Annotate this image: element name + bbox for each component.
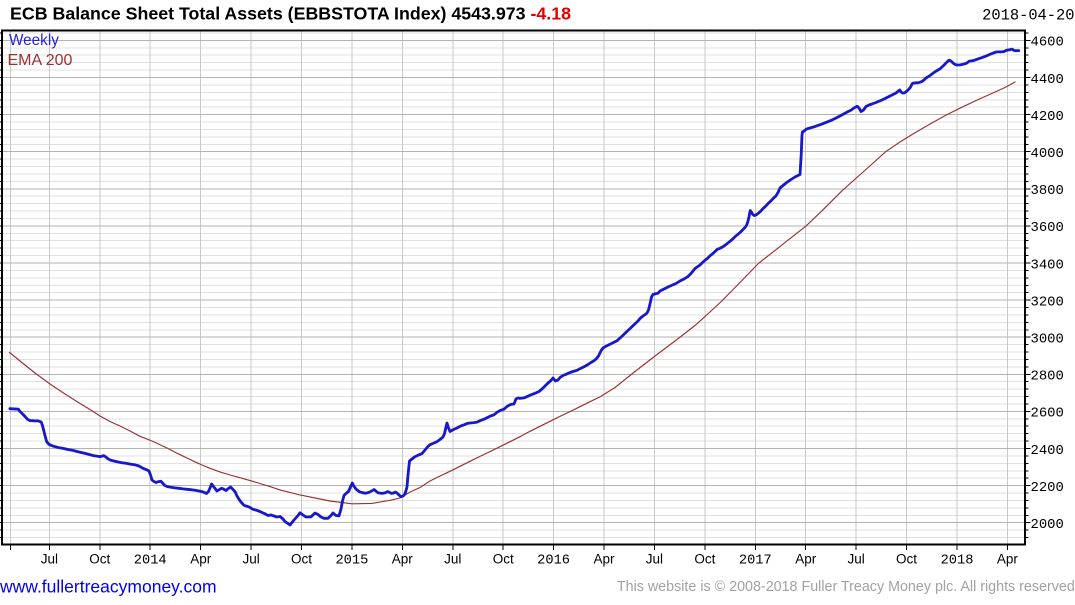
svg-text:2200: 2200	[1031, 480, 1064, 496]
svg-text:2400: 2400	[1031, 443, 1064, 459]
svg-text:Oct: Oct	[493, 552, 514, 567]
svg-text:2018: 2018	[941, 554, 974, 569]
svg-text:Apr: Apr	[795, 552, 817, 567]
svg-text:2600: 2600	[1031, 406, 1064, 422]
svg-text:4000: 4000	[1031, 146, 1064, 162]
svg-text:Apr: Apr	[190, 552, 212, 567]
svg-text:3000: 3000	[1031, 332, 1064, 348]
svg-text:Apr: Apr	[997, 552, 1019, 567]
svg-text:Apr: Apr	[593, 552, 615, 567]
svg-text:Jul: Jul	[242, 552, 259, 567]
svg-text:4200: 4200	[1031, 109, 1064, 125]
svg-text:Weekly: Weekly	[9, 32, 59, 49]
svg-text:Oct: Oct	[694, 552, 715, 567]
svg-text:Jul: Jul	[847, 552, 864, 567]
svg-text:EMA 200: EMA 200	[8, 52, 73, 69]
svg-text:4400: 4400	[1031, 72, 1064, 88]
svg-text:www.fullertreacymoney.com: www.fullertreacymoney.com	[0, 576, 217, 596]
svg-text:Oct: Oct	[89, 552, 110, 567]
svg-text:2017: 2017	[739, 554, 772, 569]
svg-text:2800: 2800	[1031, 369, 1064, 385]
svg-text:Oct: Oct	[896, 552, 917, 567]
svg-text:Apr: Apr	[392, 552, 414, 567]
svg-text:Jul: Jul	[646, 552, 663, 567]
svg-text:2015: 2015	[335, 554, 368, 569]
svg-text:2014: 2014	[134, 554, 167, 569]
svg-text:2016: 2016	[537, 554, 570, 569]
svg-text:2018-04-20: 2018-04-20	[982, 7, 1074, 25]
svg-text:Jul: Jul	[41, 552, 58, 567]
svg-text:3200: 3200	[1031, 294, 1064, 310]
svg-text:2000: 2000	[1031, 517, 1064, 533]
svg-text:This website is © 2008-2018 Fu: This website is © 2008-2018 Fuller Treac…	[617, 579, 1075, 595]
svg-text:3400: 3400	[1031, 257, 1064, 273]
svg-text:3600: 3600	[1031, 220, 1064, 236]
svg-text:Jul: Jul	[444, 552, 461, 567]
svg-text:4600: 4600	[1031, 35, 1064, 51]
svg-text:Oct: Oct	[291, 552, 312, 567]
svg-text:ECB Balance Sheet Total Assets: ECB Balance Sheet Total Assets (EBBSTOTA…	[10, 4, 571, 24]
svg-text:3800: 3800	[1031, 183, 1064, 199]
